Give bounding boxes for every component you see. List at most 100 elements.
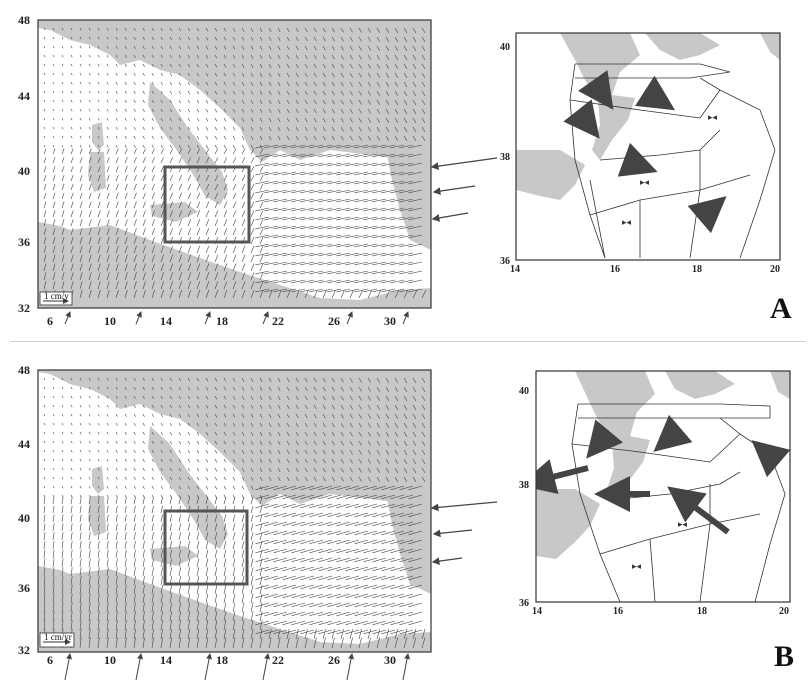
velocity-vector — [282, 162, 297, 167]
panel-divider — [10, 341, 806, 342]
svg-text:18: 18 — [216, 314, 228, 328]
velocity-vector — [354, 584, 369, 590]
velocity-vector — [327, 144, 342, 149]
velocity-vector — [142, 63, 145, 67]
velocity-vector — [232, 54, 236, 59]
velocity-vector — [115, 458, 118, 462]
velocity-vector — [205, 254, 210, 263]
velocity-vector — [142, 611, 145, 622]
velocity-vector — [106, 567, 109, 577]
velocity-vector — [142, 514, 145, 523]
velocity-vector — [70, 81, 73, 85]
velocity-vector — [115, 549, 118, 559]
velocity-vector — [196, 245, 201, 254]
velocity-vector — [43, 467, 46, 471]
velocity-vector — [381, 530, 396, 536]
velocity-vector — [61, 54, 64, 58]
velocity-vector — [61, 148, 65, 155]
velocity-vector — [142, 36, 145, 40]
velocity-vector — [322, 377, 326, 383]
velocity-vector — [399, 521, 414, 527]
velocity-vector — [70, 144, 73, 148]
velocity-vector — [304, 63, 308, 69]
velocity-vector — [160, 219, 164, 227]
velocity-vector — [336, 225, 351, 230]
velocity-vector — [88, 496, 91, 505]
svg-text:32: 32 — [18, 301, 30, 315]
velocity-vector — [268, 431, 272, 436]
velocity-vector — [408, 521, 423, 527]
velocity-vector — [79, 281, 83, 290]
velocity-vector — [178, 584, 181, 595]
velocity-vector — [43, 431, 46, 435]
velocity-vector — [88, 54, 91, 58]
velocity-vector — [340, 404, 344, 410]
velocity-vector — [43, 108, 46, 112]
velocity-vector — [322, 440, 326, 446]
velocity-vector — [214, 467, 218, 472]
velocity-vector — [151, 263, 155, 272]
velocity-vector — [142, 422, 145, 426]
velocity-vector — [97, 192, 101, 200]
velocity-vector — [70, 514, 73, 523]
velocity-vector — [115, 523, 118, 532]
velocity-vector — [187, 245, 192, 254]
velocity-vector — [214, 558, 218, 568]
velocity-vector — [255, 216, 270, 221]
velocity-vector — [232, 558, 236, 568]
velocity-vector — [178, 602, 181, 613]
velocity-vector — [97, 245, 101, 254]
velocity-vector — [232, 135, 236, 140]
velocity-vector — [313, 413, 317, 419]
velocity-vector — [349, 395, 353, 401]
velocity-vector — [340, 54, 344, 60]
velocity-vector — [61, 476, 64, 480]
velocity-vector — [295, 289, 300, 299]
velocity-vector — [309, 620, 324, 626]
velocity-vector — [421, 458, 426, 465]
velocity-vector — [336, 270, 351, 275]
velocity-vector — [205, 272, 210, 281]
velocity-vector — [399, 216, 414, 221]
velocity-vector — [408, 162, 423, 167]
velocity-vector — [97, 201, 101, 209]
velocity-vector — [403, 126, 408, 132]
velocity-vector — [273, 270, 288, 275]
velocity-vector — [282, 252, 297, 257]
velocity-vector — [79, 272, 83, 281]
velocity-vector — [52, 440, 55, 444]
velocity-vector — [300, 557, 315, 563]
velocity-vector — [340, 108, 344, 114]
velocity-vector — [354, 207, 369, 212]
velocity-vector — [223, 27, 227, 32]
velocity-vector — [115, 166, 119, 173]
velocity-vector — [232, 126, 236, 131]
velocity-vector — [282, 512, 297, 518]
velocity-vector — [259, 395, 263, 400]
velocity-vector — [408, 620, 423, 626]
velocity-vector — [259, 228, 264, 236]
velocity-vector — [70, 440, 73, 444]
velocity-vector — [133, 183, 137, 191]
velocity-vector — [349, 54, 353, 60]
velocity-vector — [133, 219, 137, 227]
velocity-vector — [327, 557, 342, 563]
velocity-vector — [61, 404, 64, 408]
velocity-vector — [52, 540, 55, 550]
velocity-vector — [43, 620, 46, 631]
velocity-vector — [349, 377, 353, 383]
velocity-vector — [214, 440, 218, 445]
velocity-vector — [277, 413, 281, 418]
velocity-vector — [187, 99, 191, 104]
velocity-vector — [408, 566, 423, 572]
inset-map: ▸◂ ▸◂ ▸◂ 40 38 36 14 16 18 20 — [500, 32, 781, 275]
velocity-vector — [385, 289, 391, 299]
velocity-vector — [160, 413, 163, 418]
velocity-vector — [336, 548, 351, 554]
velocity-vector — [259, 485, 263, 490]
velocity-vector — [399, 602, 414, 608]
svg-text:32: 32 — [18, 643, 30, 657]
velocity-vector — [268, 45, 272, 50]
velocity-vector — [52, 157, 56, 164]
velocity-vector — [52, 413, 55, 417]
